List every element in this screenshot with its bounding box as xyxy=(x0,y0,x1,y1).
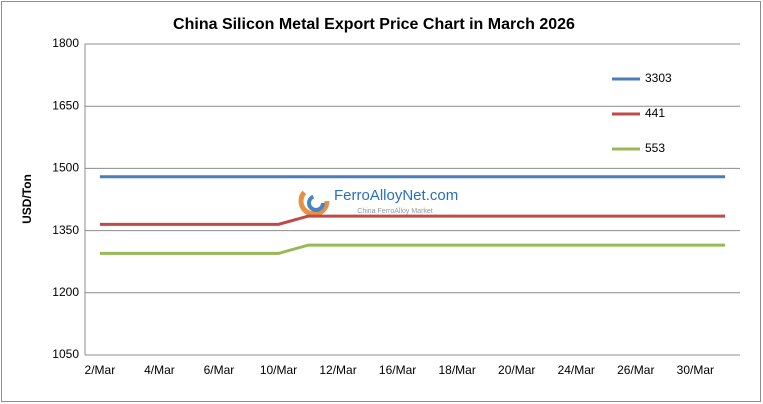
y-tick-label: 1800 xyxy=(52,36,79,50)
y-tick-label: 1200 xyxy=(52,285,79,299)
x-tick-label: 6/Mar xyxy=(204,363,235,377)
x-tick-label: 12/Mar xyxy=(319,363,356,377)
y-tick-label: 1500 xyxy=(52,161,79,175)
legend-label: 553 xyxy=(645,141,665,155)
legend-label: 3303 xyxy=(645,71,672,85)
watermark-logo xyxy=(298,185,330,217)
watermark-sub: China FerroAlloy Market xyxy=(357,208,433,215)
series-line xyxy=(99,243,726,255)
y-tick-label: 1650 xyxy=(52,98,79,112)
x-tick-label: 18/Mar xyxy=(438,363,475,377)
x-tick-label: 30/Mar xyxy=(677,363,714,377)
watermark: FerroAlloyNet.com xyxy=(334,187,458,204)
x-tick-label: 26/Mar xyxy=(617,363,654,377)
x-tick-label: 16/Mar xyxy=(379,363,416,377)
x-tick-label: 10/Mar xyxy=(260,363,297,377)
y-tick-label: 1050 xyxy=(52,347,79,361)
x-tick-label: 20/Mar xyxy=(498,363,535,377)
legend-label: 441 xyxy=(645,106,665,120)
y-tick-label: 1350 xyxy=(52,223,79,237)
x-tick-label: 24/Mar xyxy=(558,363,595,377)
x-tick-label: 2/Mar xyxy=(85,363,116,377)
x-tick-label: 4/Mar xyxy=(144,363,175,377)
y-axis-label: USD/Ton xyxy=(20,174,34,224)
series-line xyxy=(99,214,726,226)
chart-title: China Silicon Metal Export Price Chart i… xyxy=(173,16,575,33)
